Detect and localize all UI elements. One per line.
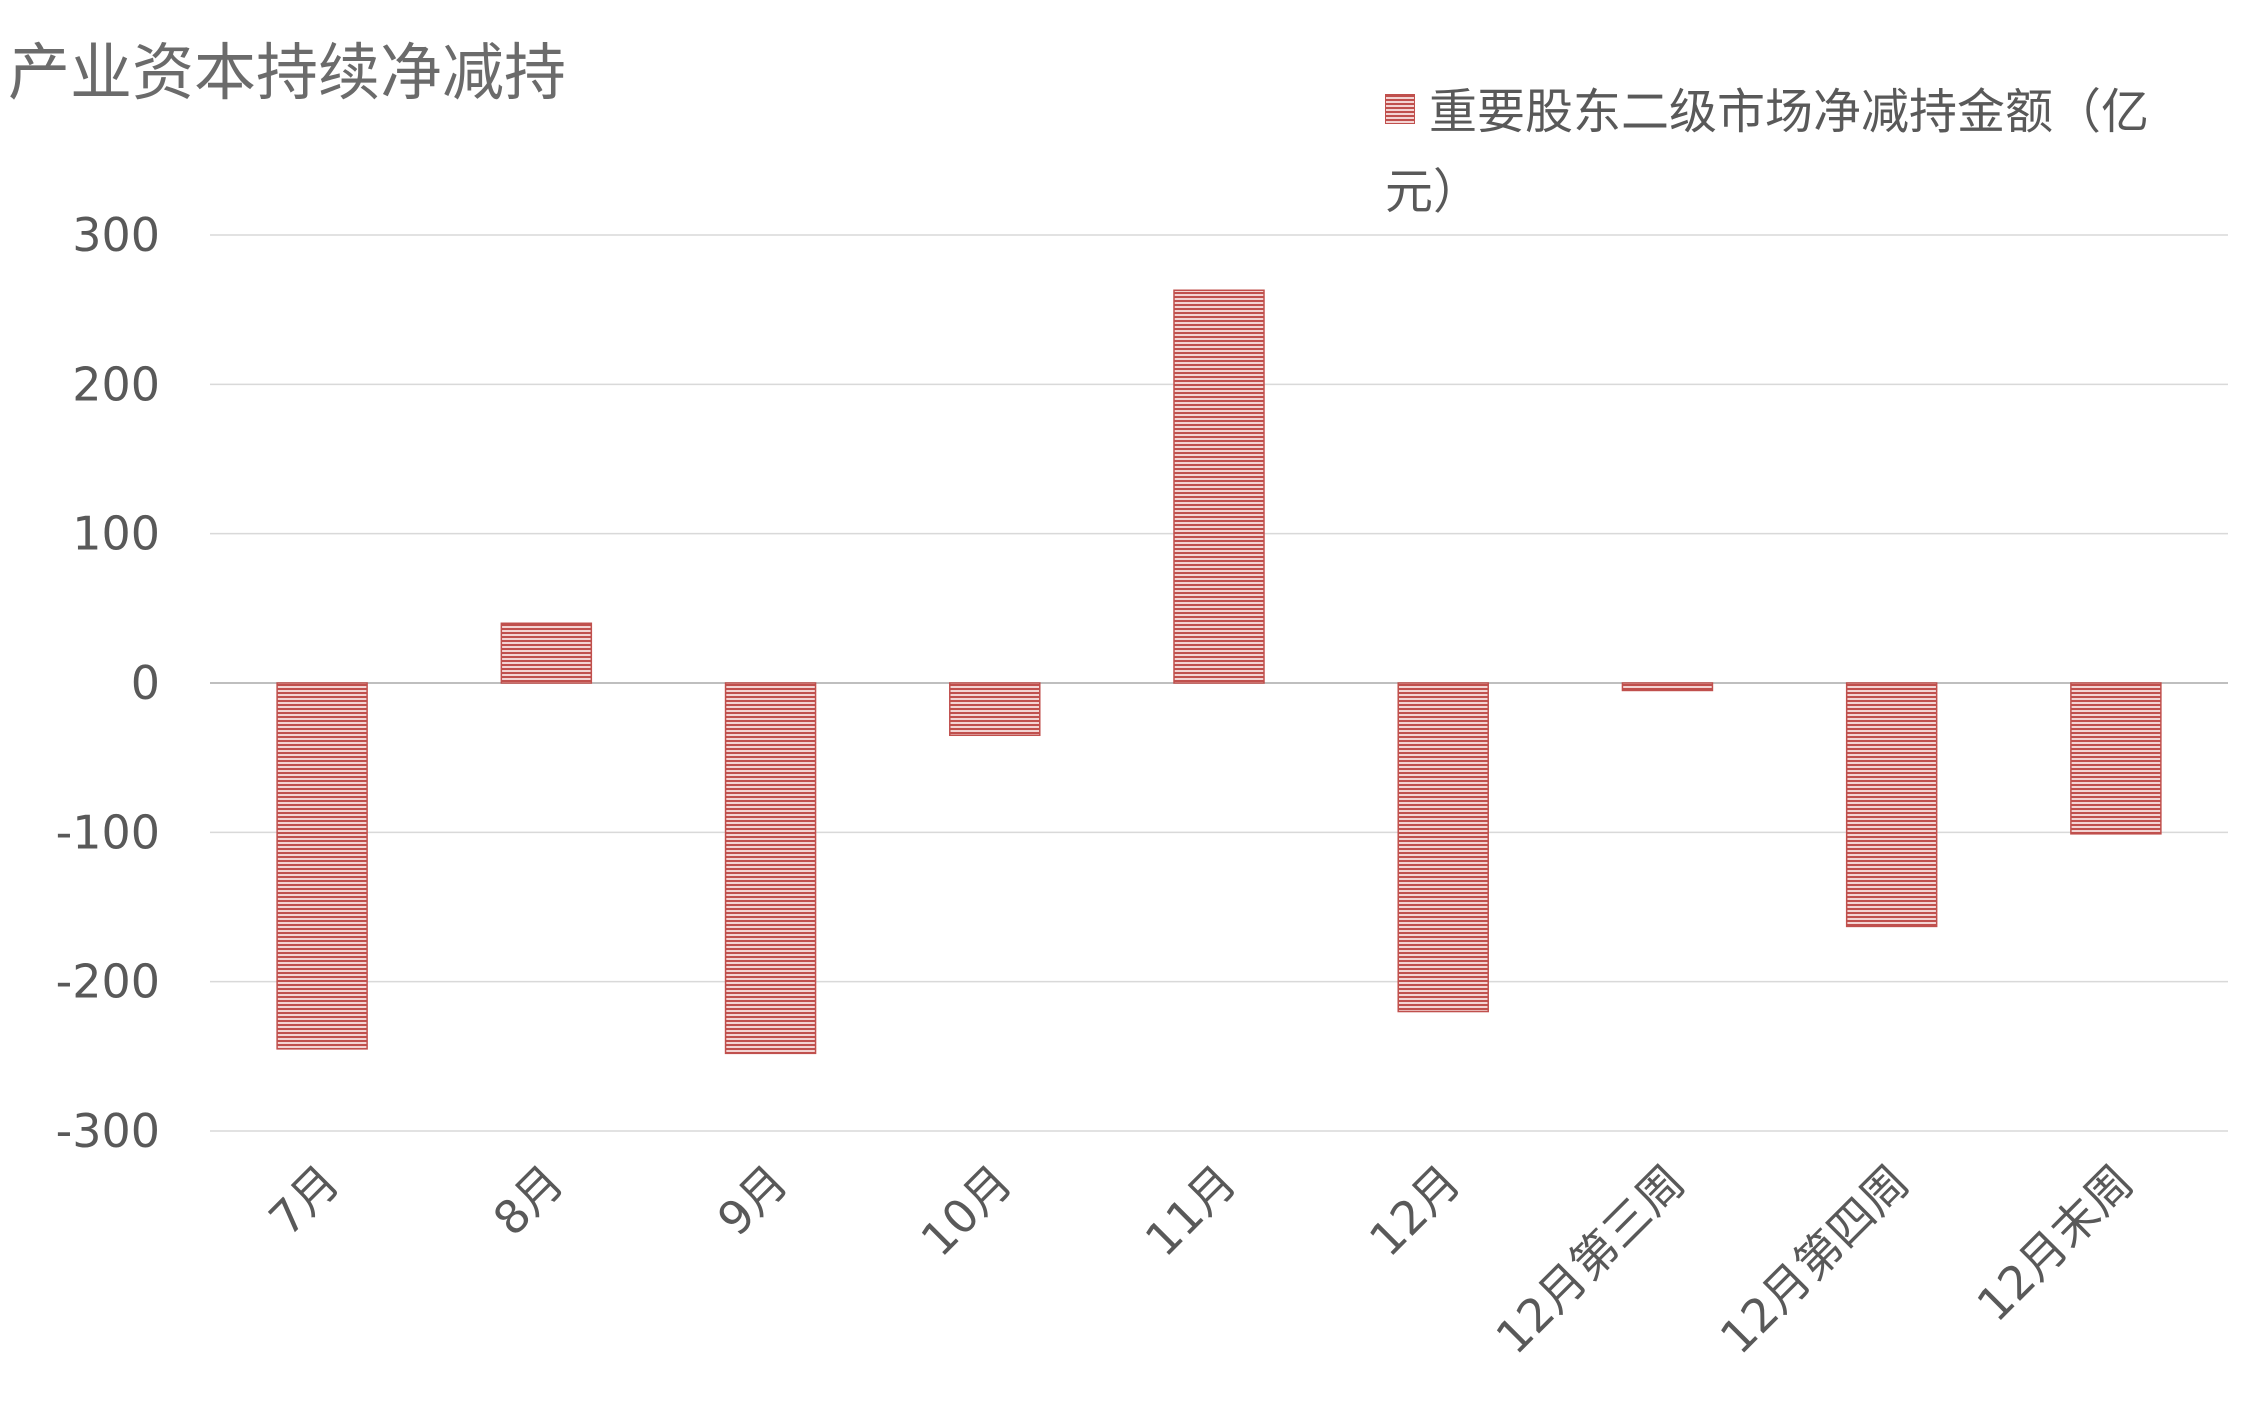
bar [949,682,1041,737]
y-axis-ticks: 300 200 100 0 -100 -200 -300 [56,208,160,1158]
y-tick-label: 0 [131,656,160,710]
legend-series-label: 重要股东二级市场净减持金额（亿元） [1385,84,2150,220]
bar [1173,289,1265,684]
legend-swatch-icon [1385,94,1415,124]
y-tick-label: 200 [72,357,160,411]
x-tick-label: 9月 [707,1155,798,1246]
x-tick-label: 10月 [910,1155,1022,1267]
bar [2070,682,2162,835]
x-tick-label: 7月 [258,1155,349,1246]
bar [276,682,368,1050]
bar [1397,682,1489,1013]
x-tick-label: 8月 [483,1155,574,1246]
bar [1845,682,1938,928]
chart-legend: 重要股东二级市场净减持金额（亿元） [1385,72,2205,232]
y-tick-label: 300 [72,208,160,262]
y-tick-label: -100 [56,805,160,859]
chart-title: 产业资本持续净减持 [8,36,567,109]
y-tick-label: 100 [72,507,160,561]
y-tick-label: -300 [56,1104,160,1158]
bars [276,289,2162,1055]
bar [500,622,593,684]
bar [1621,682,1714,692]
x-tick-label: 12月末周 [1967,1155,2144,1332]
y-tick-label: -200 [56,955,160,1009]
x-tick-label: 12月第三周 [1486,1155,1696,1365]
x-tick-label: 11月 [1135,1155,1247,1267]
x-tick-label: 12月 [1359,1155,1471,1267]
bar [724,682,817,1055]
x-axis-ticks: 7月 8月 9月 10月 11月 12月 12月第三周 12月第四周 12月末周 [258,1155,2143,1365]
x-tick-label: 12月第四周 [1710,1155,1920,1365]
